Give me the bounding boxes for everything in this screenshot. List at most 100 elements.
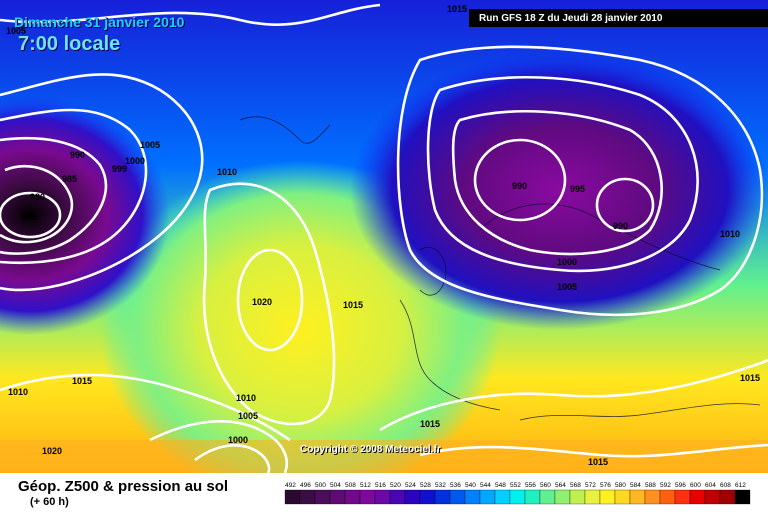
scale-swatch bbox=[494, 489, 511, 505]
isobars bbox=[0, 3, 768, 473]
scale-tick-label: 560 bbox=[540, 482, 551, 489]
scale-swatch bbox=[419, 489, 436, 505]
isobar-label-1010-center: 1010 bbox=[217, 167, 237, 177]
scale-tick-label: 596 bbox=[675, 482, 686, 489]
isobar-990-east-a bbox=[473, 138, 567, 222]
isobar-label-985-west: 985 bbox=[62, 174, 77, 184]
scale-tick-label: 516 bbox=[375, 482, 386, 489]
scale-swatch bbox=[644, 489, 661, 505]
isobar-label-999-west: 999 bbox=[112, 164, 127, 174]
isobar-labels: 1015 1000 1005 999 990 985 980 975 1010 … bbox=[6, 4, 760, 467]
isobar-label-1005-west: 1005 bbox=[140, 140, 160, 150]
isobar-1015-ridge bbox=[202, 182, 336, 426]
isobar-1000-east bbox=[451, 110, 663, 256]
scale-swatch bbox=[704, 489, 721, 505]
scale-tick-label: 564 bbox=[555, 482, 566, 489]
scale-tick-label: 548 bbox=[495, 482, 506, 489]
isobar-label-1000-south: 1000 bbox=[228, 435, 248, 445]
scale-swatch bbox=[509, 489, 526, 505]
isobar-label-1015-ridge: 1015 bbox=[343, 300, 363, 310]
scale-swatch bbox=[284, 489, 301, 505]
scale-tick-label: 588 bbox=[645, 482, 656, 489]
model-run-info: Run GFS 18 Z du Jeudi 28 janvier 2010 bbox=[469, 9, 768, 27]
isobar-label-1000-west: 1000 bbox=[125, 156, 145, 166]
scale-tick-label: 528 bbox=[420, 482, 431, 489]
scale-swatch bbox=[449, 489, 466, 505]
scale-tick-label: 512 bbox=[360, 482, 371, 489]
scale-swatch bbox=[524, 489, 541, 505]
scale-swatch bbox=[539, 489, 556, 505]
scale-swatch bbox=[374, 489, 391, 505]
scale-swatch bbox=[404, 489, 421, 505]
scale-tick-label: 600 bbox=[690, 482, 701, 489]
scale-tick-label: 552 bbox=[510, 482, 521, 489]
isobar-label-1010-east: 1010 bbox=[720, 229, 740, 239]
isobar-label-1005-northwest: 1005 bbox=[6, 26, 26, 36]
isobar-985-west bbox=[0, 164, 74, 244]
scale-swatch bbox=[659, 489, 676, 505]
coastline-mediterranean bbox=[519, 403, 761, 421]
scale-tick-label: 500 bbox=[315, 482, 326, 489]
scale-tick-label: 544 bbox=[480, 482, 491, 489]
scale-swatch bbox=[389, 489, 406, 505]
scale-tick-label: 576 bbox=[600, 482, 611, 489]
scale-tick-label: 532 bbox=[435, 482, 446, 489]
pressure-map: 1015 1000 1005 999 990 985 980 975 1010 … bbox=[0, 0, 768, 473]
isobar-990-west bbox=[0, 137, 108, 255]
scale-swatch bbox=[314, 489, 331, 505]
scale-tick-label: 604 bbox=[705, 482, 716, 489]
isobar-label-1020-southwest: 1020 bbox=[42, 446, 62, 456]
color-scale: 492 496 500 504 508 512 516 520 524 528 532 536 540 5… bbox=[284, 482, 751, 505]
scale-tick-label: 584 bbox=[630, 482, 641, 489]
isobar-980-west bbox=[0, 191, 62, 239]
isobar-label-1010-south: 1010 bbox=[236, 393, 256, 403]
scale-swatch bbox=[344, 489, 361, 505]
scale-swatch bbox=[569, 489, 586, 505]
scale-swatch bbox=[689, 489, 706, 505]
isobar-label-990-east-b: 990 bbox=[613, 221, 628, 231]
western-low bbox=[0, 95, 170, 335]
isobar-label-1005-south: 1005 bbox=[238, 411, 258, 421]
scale-tick-label: 508 bbox=[345, 482, 356, 489]
scale-swatch bbox=[629, 489, 646, 505]
coastline-scandinavia bbox=[479, 203, 721, 271]
isobar-label-1015-north: 1015 bbox=[447, 4, 467, 14]
scale-swatch bbox=[299, 489, 316, 505]
scale-swatch bbox=[719, 489, 736, 505]
scale-swatch bbox=[554, 489, 571, 505]
isobar-label-1010-west-south: 1010 bbox=[8, 387, 28, 397]
scale-swatch bbox=[599, 489, 616, 505]
coastline-greenland bbox=[239, 116, 331, 144]
isobar-label-995-east: 995 bbox=[570, 184, 585, 194]
isobar-label-1015-south-center: 1015 bbox=[420, 419, 440, 429]
scale-tick-label: 592 bbox=[660, 482, 671, 489]
isobar-label-1000-east: 1000 bbox=[557, 257, 577, 267]
forecast-date: Dimanche 31 janvier 2010 bbox=[14, 14, 185, 30]
scale-swatch bbox=[464, 489, 481, 505]
scale-tick-label: 520 bbox=[390, 482, 401, 489]
isobar-1010-south bbox=[0, 373, 291, 442]
scale-swatch bbox=[584, 489, 601, 505]
isobar-1005-south bbox=[149, 420, 289, 473]
scale-swatch bbox=[734, 489, 751, 505]
scale-swatch bbox=[479, 489, 496, 505]
isobar-1015-southeast bbox=[419, 443, 768, 458]
isobar-label-980-west: 980 bbox=[30, 192, 45, 202]
isobar-label-1020-ridge: 1020 bbox=[252, 297, 272, 307]
scale-swatch bbox=[359, 489, 376, 505]
isobar-1000-south bbox=[194, 444, 271, 473]
isobar-1015-east bbox=[379, 358, 768, 432]
scale-swatch bbox=[674, 489, 691, 505]
isobar-label-1015-west-south: 1015 bbox=[72, 376, 92, 386]
forecast-time: 7:00 locale bbox=[18, 33, 121, 55]
isobar-label-990-west: 990 bbox=[70, 150, 85, 160]
scale-tick-label: 608 bbox=[720, 482, 731, 489]
isobar-1020-ridge bbox=[236, 248, 304, 352]
scale-tick-label: 540 bbox=[465, 482, 476, 489]
scale-tick-label: 612 bbox=[735, 482, 746, 489]
eastern-low bbox=[350, 50, 768, 330]
scale-swatch bbox=[434, 489, 451, 505]
scale-tick-label: 572 bbox=[585, 482, 596, 489]
legend-subtitle: (+ 60 h) bbox=[30, 496, 69, 508]
scale-swatch bbox=[614, 489, 631, 505]
